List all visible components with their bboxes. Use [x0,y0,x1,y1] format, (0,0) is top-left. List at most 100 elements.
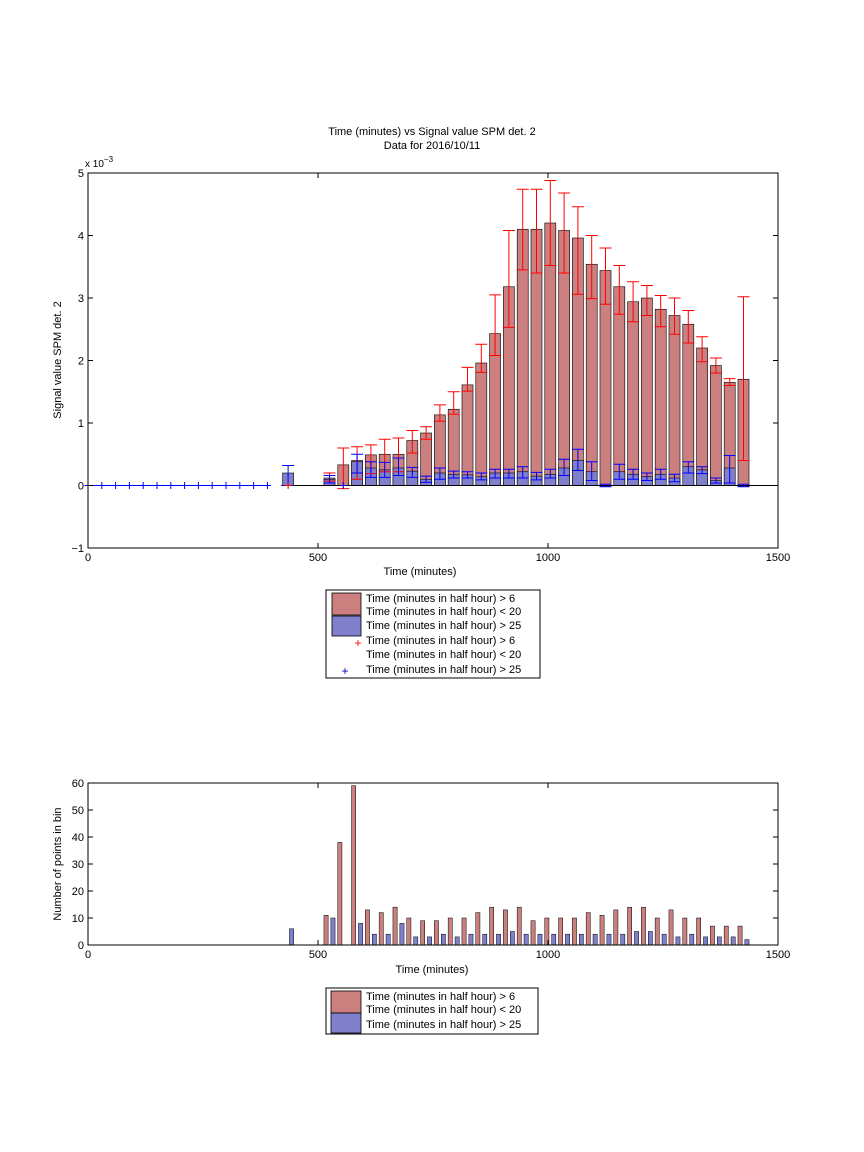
y-tick-label: −1 [71,543,84,555]
y-tick-label: 0 [78,481,84,493]
red-bar [613,286,626,486]
red-count-bar [558,917,563,946]
legend-entry: Time (minutes in half hour) > 6 [366,593,515,605]
blue-count-bar [523,933,529,946]
legend-entry: Time (minutes in half hour) < 20 [366,649,521,661]
red-count-bar [475,912,481,946]
red-bar [668,315,681,486]
blue-count-bar [730,936,736,946]
legend-swatch-red [331,592,362,616]
blue-count-bar [468,933,474,946]
y-exponent-label: x 10−3 [85,155,114,170]
legend-entry: Time (minutes in half hour) > 6 [366,635,515,647]
y-axis-label: Number of points in bin [52,807,64,920]
legend-swatch-blue [330,1012,362,1034]
blue-count-bar [496,933,501,946]
red-count-bar [654,917,660,946]
y-axis-label: Signal value SPM det. 2 [52,301,64,418]
blue-count-bar [358,923,363,946]
legend-entry: Time (minutes in half hour) > 25 [366,1019,521,1031]
y-tick-label: 10 [72,913,84,925]
x-tick-label: 500 [309,552,327,564]
red-bar [461,384,474,486]
blue-count-bar [399,923,405,946]
blue-count-bar [703,936,708,946]
blue-count-bar [648,931,653,946]
legend-swatch-blue [331,615,362,637]
red-count-bar [737,925,743,946]
red-count-bar [723,925,729,946]
blue-count-bar [289,928,294,946]
axis-ticks: 0 500 1000 1500 0 10 20 30 40 50 60 [72,778,790,961]
blue-count-bar [717,936,722,946]
blue-count-bar [620,933,626,946]
blue-count-bar [427,936,432,946]
legend-entry: Time (minutes in half hour) < 20 [366,1004,521,1016]
y-tick-label: 5 [78,168,84,180]
red-count-bar [599,915,605,946]
legend: + + Time (minutes in half hour) > 6 Time… [325,589,541,679]
blue-count-bar [606,933,612,946]
legend-swatch-red [330,990,362,1014]
red-bar [627,301,639,486]
x-tick-label: 0 [85,949,91,961]
y-tick-label: 3 [78,293,84,305]
red-count-bar [365,909,370,946]
red-bar [489,333,501,486]
red-count-bar [392,906,398,946]
blue-count-bar [330,917,336,946]
red-count-bar [641,906,646,946]
chart-subtitle: Data for 2016/10/11 [384,140,480,152]
red-count-bar [682,917,688,946]
blue-count-bar [675,936,681,946]
legend-marker-red: + [354,636,361,650]
red-count-bar [420,920,425,946]
x-axis-label: Time (minutes) [396,964,469,976]
x-tick-label: 1000 [536,552,560,564]
red-count-bar [668,909,674,946]
legend-entry: Time (minutes in half hour) < 20 [366,606,521,618]
blue-count-bar [551,933,557,946]
red-bar [654,308,667,486]
red-count-bar [337,842,343,946]
red-count-bar [406,917,412,946]
legend-entry: Time (minutes in half hour) > 6 [366,991,515,1003]
x-tick-label: 500 [309,949,327,961]
y-tick-label: 60 [72,778,84,790]
red-count-bar [351,785,356,946]
blue-count-bar [689,933,695,946]
x-tick-label: 1500 [766,552,790,564]
blue-count-bar [744,939,750,946]
y-tick-label: 2 [78,356,84,368]
red-count-bar [710,925,715,946]
blue-count-bar [413,936,419,946]
blue-count-bar [372,933,377,946]
legend-marker-blue: + [341,664,348,678]
red-bar [475,362,488,486]
blue-count-bar [510,931,515,946]
red-count-bar [516,906,522,946]
red-count-bar [613,909,619,946]
red-count-bar [489,906,494,946]
legend-box [325,589,541,679]
y-tick-label: 20 [72,886,84,898]
legend-entry: Time (minutes in half hour) > 25 [366,620,521,632]
red-bar [710,365,722,486]
blue-count-bar [454,936,460,946]
y-tick-label: 0 [78,940,84,952]
x-tick-label: 1000 [536,949,560,961]
blue-count-bar [661,933,667,946]
red-count-bar [696,917,701,946]
legend: Time (minutes in half hour) > 6 Time (mi… [325,987,539,1035]
x-axis-label: Time (minutes) [384,566,457,578]
red-count-bar [530,920,536,946]
count-chart: Time (minutes) Number of points in bin 0… [52,778,790,1035]
red-count-bar [572,917,577,946]
red-count-bar [323,915,329,946]
y-tick-label: 40 [72,832,84,844]
red-count-bar [627,906,632,946]
blue-count-bar [482,933,488,946]
blue-count-bar [565,933,570,946]
red-count-bar [461,917,467,946]
